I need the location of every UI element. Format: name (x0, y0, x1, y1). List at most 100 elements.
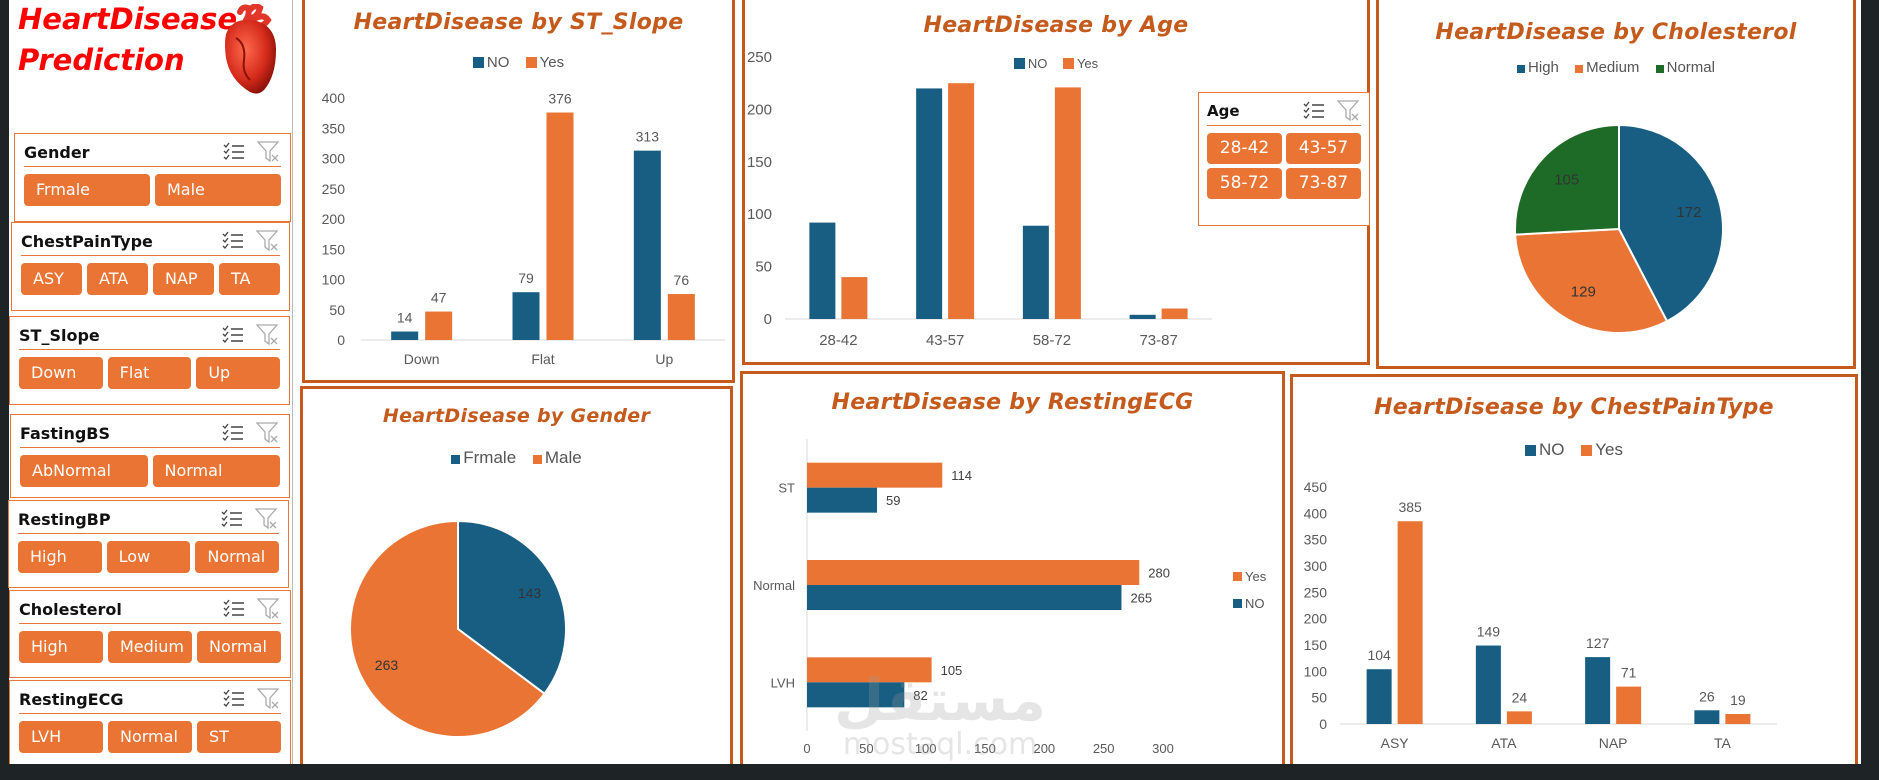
slicer-button[interactable]: High (18, 541, 102, 573)
slicer-title: Cholesterol (19, 600, 122, 619)
bar-no (807, 487, 878, 513)
clear-filter-icon[interactable] (255, 508, 279, 530)
slicer-button[interactable]: Normal (197, 631, 281, 663)
legend-label: Medium (1586, 59, 1640, 76)
data-label: 143 (518, 585, 542, 601)
chart-panel-cholesterol: HeartDisease by Cholesterol High Medium … (1376, 0, 1856, 369)
slicer-button[interactable]: Normal (108, 721, 192, 753)
multi-select-icon[interactable] (222, 423, 244, 443)
chart-resting-ecg: 0 50 100 150 200 250 300 LVH 105 82 Normal 280 265 ST… (753, 439, 1174, 756)
chart-legend: High Medium Normal (1379, 59, 1853, 76)
bar-no (1366, 669, 1392, 724)
x-tick-label: 0 (803, 741, 810, 756)
bar-yes (807, 657, 932, 683)
slicer-button[interactable]: 28-42 (1207, 133, 1282, 164)
y-tick-label: 250 (322, 181, 346, 197)
slicer-button[interactable]: 58-72 (1207, 168, 1282, 199)
legend-item-high: High (1517, 59, 1559, 76)
slicer-button[interactable]: Male (155, 174, 281, 206)
clear-filter-icon[interactable] (257, 141, 281, 163)
y-tick-label: 250 (747, 49, 772, 66)
chart-title: HeartDisease by Cholesterol (1435, 20, 1797, 45)
slicer-button[interactable]: ATA (87, 263, 148, 295)
slicer-button[interactable]: Up (196, 357, 281, 389)
multi-select-icon[interactable] (222, 231, 244, 251)
pie-slice-male (349, 519, 546, 738)
data-label: 385 (1398, 499, 1422, 515)
legend-item-yes: Yes (525, 54, 564, 71)
clear-filter-icon[interactable] (257, 688, 281, 710)
legend-swatch (1581, 445, 1593, 456)
slicer-button[interactable]: Medium (108, 631, 192, 663)
legend-label: Yes (1595, 440, 1623, 459)
y-tick-label: ST (778, 481, 795, 496)
slicer-button[interactable]: Flat (107, 357, 192, 389)
chart-title: HeartDisease by Age (923, 13, 1189, 38)
multi-select-icon[interactable] (223, 689, 245, 709)
slicer-button[interactable]: Down (19, 357, 103, 389)
chart-title: HeartDisease by ChestPainType (1374, 395, 1774, 420)
clear-filter-icon[interactable] (257, 598, 281, 620)
slicer-button[interactable]: LVH (19, 721, 103, 753)
clear-filter-icon[interactable] (256, 230, 280, 252)
slicer-header: Gender (24, 140, 281, 167)
multi-select-icon[interactable] (221, 509, 243, 529)
slicer-title: RestingBP (18, 510, 111, 529)
x-tick-label: 150 (974, 741, 996, 756)
bar-no (1585, 657, 1611, 724)
slicer-button[interactable]: Low (106, 541, 191, 573)
slicer-button[interactable]: ASY (21, 263, 82, 295)
multi-select-icon[interactable] (223, 599, 245, 619)
slicer-button[interactable]: ST (197, 721, 281, 753)
legend-swatch (451, 455, 461, 464)
clear-filter-icon[interactable] (256, 324, 280, 346)
slicer-buttons: ASY ATA NAP TA (21, 263, 280, 295)
slicer-button[interactable]: 73-87 (1286, 168, 1361, 199)
x-tick-label: 58-72 (1033, 332, 1071, 349)
bar-yes (807, 462, 943, 488)
legend-item-yes: Yes (1062, 56, 1098, 71)
bar-yes (425, 311, 453, 340)
pie-slice-frmale (457, 519, 567, 696)
data-label: 82 (913, 688, 927, 703)
x-tick-label: 300 (1152, 741, 1174, 756)
multi-select-icon[interactable] (222, 325, 244, 345)
pie-slice-medium (1514, 227, 1669, 334)
bar-yes (1616, 686, 1642, 724)
slicer-button[interactable]: Frmale (24, 174, 150, 206)
legend-item-normal: Normal (1655, 59, 1715, 76)
legend-swatch (532, 455, 542, 464)
bar-no (633, 150, 661, 340)
slicer-button[interactable]: High (19, 631, 103, 663)
slicer-title: ST_Slope (19, 326, 100, 345)
multi-select-icon[interactable] (223, 142, 245, 162)
legend-item-frmale: Frmale (451, 448, 516, 467)
clear-filter-icon[interactable] (1337, 100, 1361, 122)
data-label: 129 (1571, 284, 1596, 301)
legend-item-medium: Medium (1575, 59, 1639, 76)
bar-yes (841, 277, 868, 319)
slicer-title: RestingECG (19, 690, 124, 709)
chart-title: HeartDisease by ST_Slope (353, 10, 684, 35)
chart-age: 0 50 100 150 200 250 28-42 43-57 58-72 73-87 (747, 49, 1212, 349)
bar-no (1475, 645, 1501, 724)
legend-label: Normal (1666, 59, 1715, 76)
data-label: 14 (397, 310, 413, 326)
slicer-button[interactable]: TA (219, 263, 280, 295)
chart-legend: NO Yes (745, 56, 1367, 71)
clear-filter-icon[interactable] (256, 422, 280, 444)
slicer-button[interactable]: 43-57 (1286, 133, 1361, 164)
x-tick-label: 50 (859, 741, 873, 756)
slicer-button[interactable]: NAP (153, 263, 214, 295)
multi-select-icon[interactable] (1303, 101, 1325, 121)
legend-label: Male (544, 448, 582, 467)
bottom-bar (0, 764, 1879, 780)
data-label: 71 (1621, 665, 1637, 681)
slicer-gender: Gender Frmale Male (14, 133, 291, 222)
data-label: 24 (1512, 689, 1528, 705)
slicer-button[interactable]: Normal (195, 541, 280, 573)
slicer-header: ST_Slope (19, 323, 280, 350)
y-tick-label: 150 (1304, 637, 1328, 653)
slicer-button[interactable]: AbNormal (20, 455, 148, 487)
slicer-button[interactable]: Normal (152, 455, 280, 487)
